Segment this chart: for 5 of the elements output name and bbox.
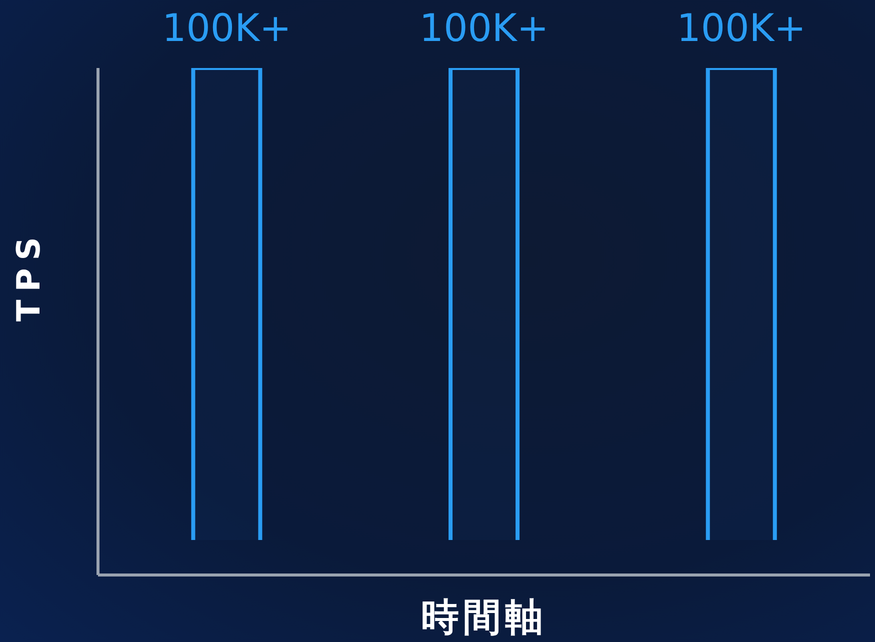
y-axis-title: TPS (9, 229, 48, 322)
x-axis-title: 時間軸 (421, 595, 547, 639)
data-label: 100K+ (676, 6, 806, 50)
data-label: 100K+ (419, 6, 549, 50)
data-label: 100K+ (162, 6, 292, 50)
